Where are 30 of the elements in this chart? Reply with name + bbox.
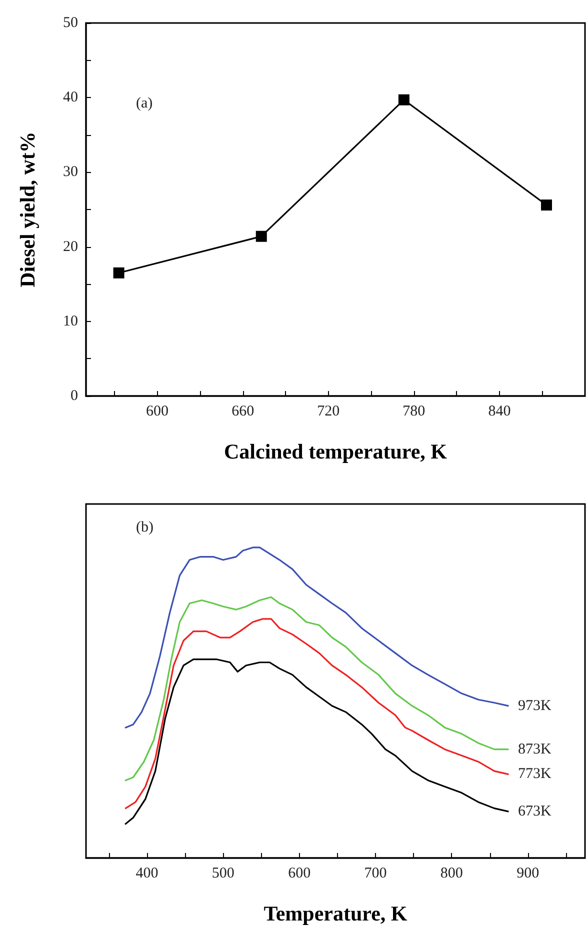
text: (b) — [136, 520, 154, 536]
series-label: 773K — [518, 766, 552, 782]
x-tick-label: 660 — [232, 404, 254, 420]
x-tick-label: 720 — [317, 404, 340, 420]
x-tick-label: 600 — [288, 866, 311, 882]
y-tick-label: 30 — [63, 164, 78, 180]
series-label: 973K — [518, 698, 552, 714]
point — [398, 94, 410, 106]
x-tick-label: 900 — [516, 866, 540, 882]
x-axis-title: Calcined temperature, K — [224, 440, 448, 464]
x-tick-label: 780 — [402, 404, 426, 420]
y-tick-label: 20 — [63, 238, 78, 255]
point — [113, 267, 124, 278]
series-label: 673K — [518, 803, 552, 820]
x-tick-label: 400 — [136, 866, 158, 882]
x-tick-label: 840 — [488, 404, 511, 420]
x-tick-label: 600 — [146, 404, 169, 420]
series-label: 873K — [518, 741, 552, 758]
x-tick-label: 500 — [212, 866, 234, 882]
x-tick-label: 800 — [440, 866, 463, 882]
y-tick-label: 40 — [63, 90, 78, 106]
x-axis-title: Temperature, K — [264, 902, 408, 926]
point — [541, 200, 552, 211]
point — [256, 230, 267, 242]
y-tick-label: 10 — [63, 313, 78, 330]
y-axis-title: Diesel yield, wt% — [16, 132, 40, 288]
y-tick-label: 50 — [63, 15, 78, 31]
y-tick-label: 0 — [70, 388, 78, 404]
annotation: (a) — [136, 96, 153, 112]
x-tick-label: 700 — [364, 866, 387, 882]
